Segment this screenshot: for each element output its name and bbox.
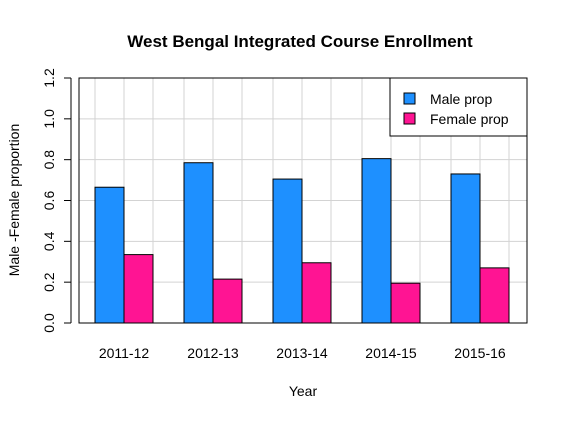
bar-male [361, 158, 392, 324]
plot-frame [78, 77, 528, 324]
x-axis-label: Year [289, 383, 318, 399]
legend-swatch-female [403, 112, 416, 125]
y-tick-label: 0.6 [41, 191, 57, 211]
y-tick-label: 1.2 [41, 68, 57, 88]
bar-female [390, 282, 421, 324]
x-tick-label: 2013-14 [276, 345, 328, 361]
chart-title: West Bengal Integrated Course Enrollment [127, 32, 473, 51]
x-tick-label: 2015-16 [454, 345, 506, 361]
y-tick-label: 0.0 [41, 313, 57, 333]
y-tick-label: 1.0 [41, 109, 57, 129]
y-tick-label: 0.2 [41, 272, 57, 292]
bar-female [301, 262, 332, 324]
y-axis-label: Male -Female proportion [6, 124, 22, 277]
bar-male [94, 186, 125, 324]
y-tick-label: 0.4 [41, 231, 57, 251]
bar-female [123, 254, 154, 324]
bar-male [272, 178, 303, 324]
x-tick-label: 2014-15 [365, 345, 417, 361]
bar-male [183, 162, 214, 324]
y-tick-label: 0.8 [41, 150, 57, 170]
legend-swatch-male [403, 92, 416, 105]
x-axis-ticks: 2011-12 2012-13 2013-14 2014-15 2015-16 [99, 345, 506, 361]
bars [94, 158, 510, 324]
legend-label-male: Male prop [430, 91, 492, 107]
bar-female [212, 278, 243, 324]
bar-male [450, 173, 481, 324]
y-axis: 0.0 0.2 0.4 0.6 0.8 1.0 1.2 [41, 68, 72, 333]
legend-label-female: Female prop [430, 111, 509, 127]
legend-box [389, 77, 528, 137]
x-tick-label: 2012-13 [187, 345, 239, 361]
legend: Male prop Female prop [389, 77, 528, 137]
x-tick-label: 2011-12 [99, 345, 150, 361]
bar-female [479, 267, 510, 324]
